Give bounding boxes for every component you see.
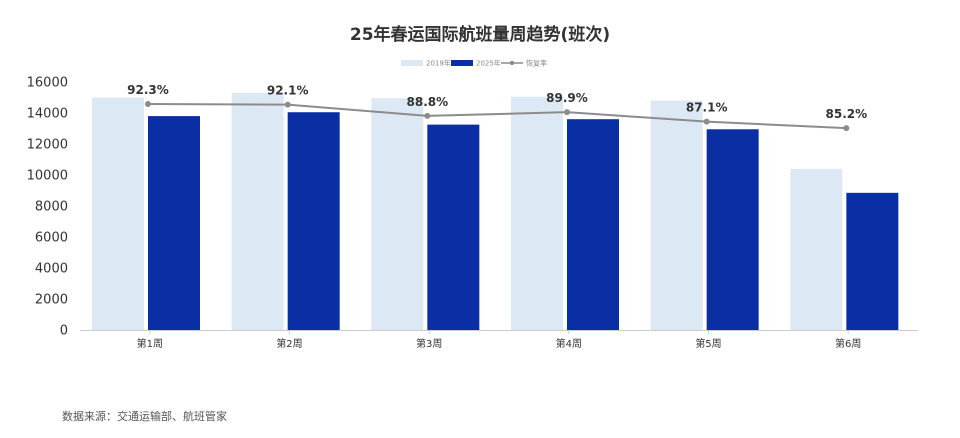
y-tick-label: 8000 (35, 200, 68, 215)
bar-2019 (92, 97, 144, 330)
bar-2025 (148, 116, 200, 330)
y-axis: 16000 14000 12000 10000 8000 6000 4000 2000 0 (27, 76, 68, 339)
bar-2019 (371, 98, 424, 331)
x-category-label: 第1周 (137, 337, 163, 350)
y-tick-label: 12000 (27, 138, 68, 153)
bars-group (92, 92, 899, 331)
y-tick-label: 10000 (27, 169, 68, 184)
chart-legend: 2019年 2025年 恢复率 (401, 59, 547, 68)
recovery-rate-point (284, 101, 291, 108)
legend-label-2025: 2025年 (476, 59, 501, 68)
recovery-rate-label: 87.1% (686, 101, 728, 115)
recovery-rate-label: 92.3% (127, 83, 169, 97)
recovery-line-group: 92.3% 92.1% 88.8% 89.9% 87.1% 85.2% (127, 83, 868, 132)
x-category-label: 第5周 (695, 337, 721, 350)
y-tick-label: 16000 (27, 76, 68, 91)
bar-2025 (567, 119, 619, 330)
x-category-label: 第6周 (835, 337, 861, 350)
x-category-label: 第4周 (556, 337, 582, 350)
source-note: 数据来源：交通运输部、航班管家 (62, 410, 227, 423)
bar-2019 (790, 168, 843, 330)
recovery-rate-point (843, 125, 850, 132)
legend-swatch-2025 (451, 60, 473, 66)
legend-label-2019: 2019年 (426, 59, 451, 68)
recovery-rate-line (147, 103, 847, 130)
x-category-label: 第2周 (276, 337, 302, 350)
recovery-rate-label: 88.8% (407, 95, 449, 109)
bar-2025 (287, 112, 340, 330)
bar-2019 (650, 100, 703, 330)
bar-2019 (231, 92, 284, 330)
recovery-rate-point (703, 118, 710, 125)
x-axis: 第1周 第2周 第3周 第4周 第5周 第6周 (80, 330, 918, 350)
recovery-rate-label: 92.1% (267, 84, 309, 98)
y-tick-label: 6000 (35, 231, 68, 246)
y-tick-label: 2000 (35, 293, 68, 308)
legend-marker-rate (509, 60, 515, 66)
legend-swatch-2019 (401, 60, 423, 66)
bar-2025 (706, 129, 759, 330)
chart-title: 25年春运国际航班量周趋势(班次) (350, 24, 610, 45)
y-tick-label: 4000 (35, 262, 68, 277)
bar-2019 (511, 96, 563, 330)
recovery-rate-label: 85.2% (826, 107, 868, 121)
y-tick-label: 0 (60, 324, 68, 339)
bar-2025 (427, 124, 480, 330)
recovery-rate-point (424, 112, 431, 119)
bar-2025 (846, 192, 899, 330)
recovery-rate-point (145, 101, 151, 107)
x-category-label: 第3周 (416, 337, 442, 350)
recovery-rate-point (564, 109, 570, 116)
legend-label-rate: 恢复率 (526, 59, 547, 68)
y-tick-label: 14000 (27, 107, 68, 122)
recovery-rate-label: 89.9% (546, 91, 588, 105)
